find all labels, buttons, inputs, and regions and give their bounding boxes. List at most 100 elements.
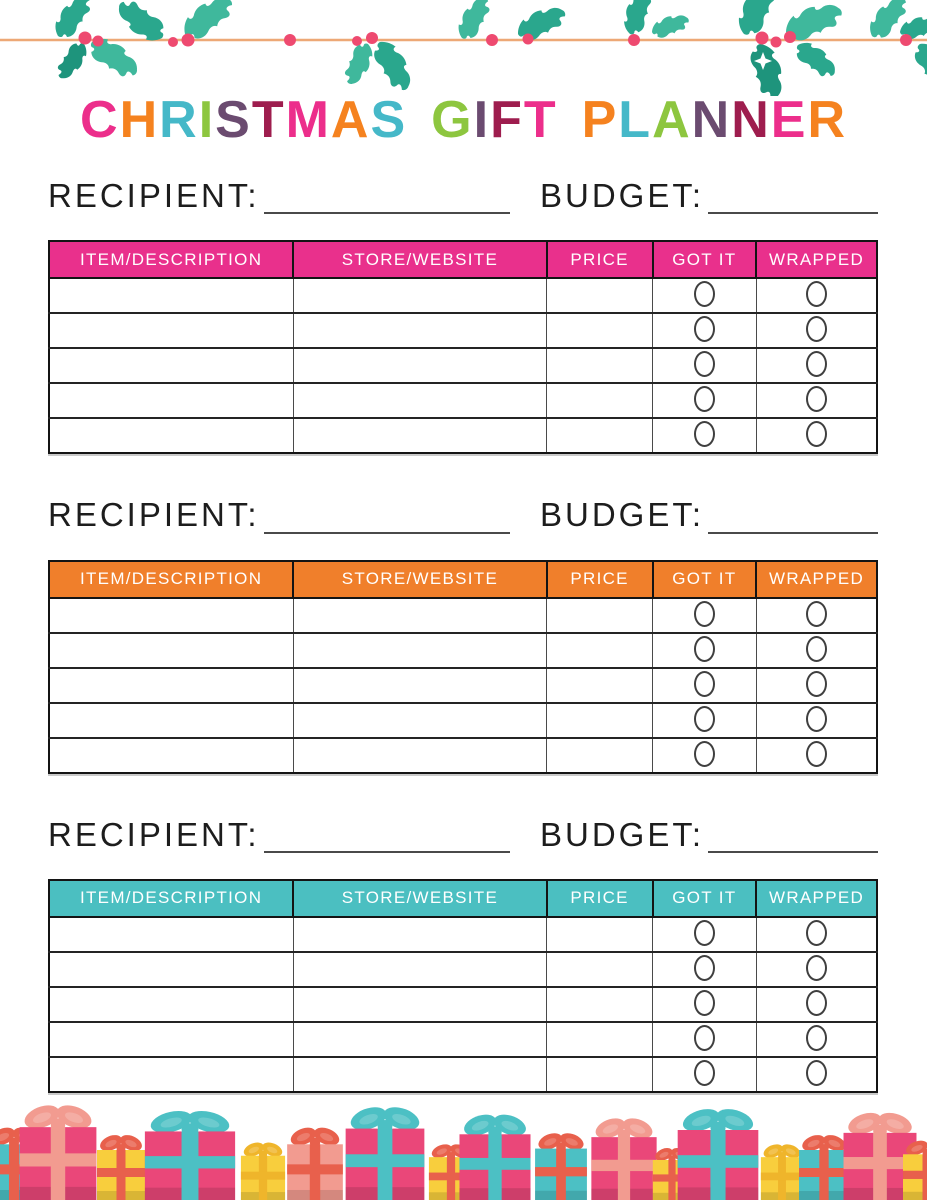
item-cell[interactable] (49, 736, 294, 773)
item-cell[interactable] (49, 417, 294, 454)
title-letter: H (119, 91, 160, 149)
store-cell[interactable] (292, 736, 547, 773)
store-cell[interactable] (292, 985, 547, 1022)
price-cell[interactable] (546, 1020, 653, 1057)
got-it-circle[interactable] (693, 421, 715, 448)
item-cell[interactable] (49, 597, 294, 633)
price-cell[interactable] (546, 950, 653, 987)
store-cell[interactable] (292, 666, 547, 703)
recipient-label: RECIPIENT: (48, 177, 260, 214)
store-cell[interactable] (292, 1055, 547, 1092)
item-cell[interactable] (49, 950, 294, 987)
col-store-website: STORE/WEBSITE (292, 879, 547, 918)
budget-field[interactable] (708, 180, 878, 215)
price-cell[interactable] (546, 382, 653, 419)
budget-field[interactable] (708, 819, 878, 853)
item-cell[interactable] (49, 631, 294, 668)
got-it-circle[interactable] (693, 670, 715, 697)
got-it-cell (652, 916, 757, 952)
price-cell[interactable] (546, 701, 653, 738)
item-cell[interactable] (49, 666, 294, 703)
item-cell[interactable] (49, 985, 294, 1022)
price-cell[interactable] (546, 631, 653, 668)
got-it-circle[interactable] (693, 919, 715, 946)
got-it-circle[interactable] (693, 1024, 715, 1051)
got-it-circle[interactable] (693, 386, 715, 413)
got-it-circle[interactable] (693, 600, 715, 627)
wrapped-circle[interactable] (805, 670, 827, 697)
wrapped-circle[interactable] (805, 705, 827, 732)
item-cell[interactable] (49, 278, 294, 314)
wrapped-circle[interactable] (805, 635, 827, 662)
price-cell[interactable] (546, 985, 653, 1022)
budget-field[interactable] (708, 500, 878, 534)
store-cell[interactable] (292, 312, 547, 349)
wrapped-circle[interactable] (805, 351, 827, 378)
price-cell[interactable] (546, 347, 653, 384)
wrapped-circle[interactable] (805, 989, 827, 1016)
price-cell[interactable] (546, 916, 653, 952)
store-cell[interactable] (292, 631, 547, 668)
price-cell[interactable] (546, 666, 653, 703)
gift-table-3: ITEM/DESCRIPTION STORE/WEBSITE PRICE GOT… (48, 878, 878, 1093)
wrapped-circle[interactable] (805, 600, 827, 627)
got-it-circle[interactable] (693, 351, 715, 378)
price-cell[interactable] (546, 278, 653, 314)
got-it-circle[interactable] (693, 705, 715, 732)
price-cell[interactable] (546, 597, 653, 633)
wrapped-circle[interactable] (805, 1059, 827, 1086)
item-cell[interactable] (49, 1020, 294, 1057)
got-it-circle[interactable] (693, 281, 715, 308)
price-cell[interactable] (546, 1055, 653, 1092)
wrapped-circle[interactable] (805, 954, 827, 981)
got-it-circle[interactable] (693, 635, 715, 662)
store-cell[interactable] (292, 278, 547, 314)
store-cell[interactable] (292, 417, 547, 454)
got-it-circle[interactable] (693, 316, 715, 343)
wrapped-cell (755, 347, 877, 384)
wrapped-circle[interactable] (805, 386, 827, 413)
store-cell[interactable] (292, 950, 547, 987)
got-it-cell (652, 278, 757, 314)
item-cell[interactable] (49, 701, 294, 738)
table-row (49, 278, 877, 314)
item-cell[interactable] (49, 1055, 294, 1092)
item-cell[interactable] (49, 382, 294, 419)
store-cell[interactable] (292, 916, 547, 952)
got-it-circle[interactable] (693, 740, 715, 767)
col-wrapped: WRAPPED (755, 560, 877, 599)
gift-section-3: RECIPIENT: BUDGET: ITEM/DESCRIPTION STOR… (48, 816, 878, 1093)
recipient-field[interactable] (263, 819, 510, 853)
title-letter: N (691, 91, 732, 149)
wrapped-circle[interactable] (805, 1024, 827, 1051)
price-cell[interactable] (546, 417, 653, 454)
store-cell[interactable] (292, 347, 547, 384)
gift-section-2: RECIPIENT: BUDGET: ITEM/DESCRIPTION STOR… (48, 496, 878, 774)
store-cell[interactable] (292, 701, 547, 738)
title-letter: M (285, 91, 331, 149)
store-cell[interactable] (292, 597, 547, 633)
title-letter: G (431, 91, 474, 149)
recipient-field[interactable] (263, 500, 510, 534)
wrapped-cell (755, 1055, 877, 1092)
table-header-row: ITEM/DESCRIPTION STORE/WEBSITE PRICE GOT… (49, 241, 877, 280)
got-it-circle[interactable] (693, 1059, 715, 1086)
wrapped-circle[interactable] (805, 316, 827, 343)
got-it-circle[interactable] (693, 989, 715, 1016)
got-it-circle[interactable] (693, 954, 715, 981)
store-cell[interactable] (292, 1020, 547, 1057)
wrapped-circle[interactable] (805, 740, 827, 767)
item-cell[interactable] (49, 347, 294, 384)
planner-content: RECIPIENT: BUDGET: ITEM/DESCRIPTION STOR… (48, 177, 878, 1093)
wrapped-circle[interactable] (805, 421, 827, 448)
recipient-field[interactable] (263, 180, 510, 215)
item-cell[interactable] (49, 916, 294, 952)
table-row (49, 631, 877, 668)
price-cell[interactable] (546, 736, 653, 773)
item-cell[interactable] (49, 312, 294, 349)
store-cell[interactable] (292, 382, 547, 419)
wrapped-circle[interactable] (805, 281, 827, 308)
price-cell[interactable] (546, 312, 653, 349)
table-row (49, 736, 877, 773)
wrapped-circle[interactable] (805, 919, 827, 946)
